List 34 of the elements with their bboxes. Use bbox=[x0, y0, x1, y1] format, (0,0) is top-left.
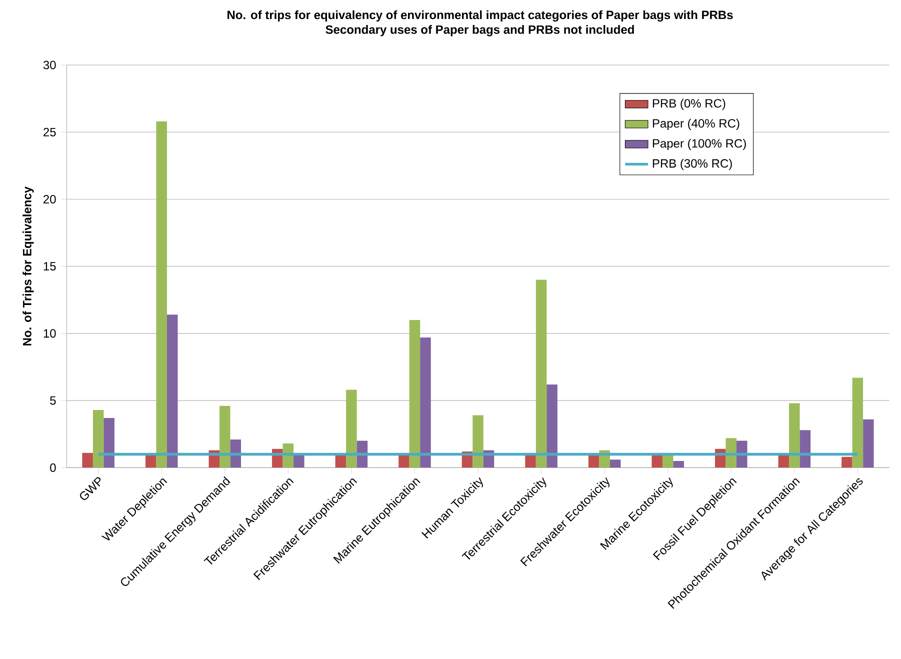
legend-label: PRB (30% RC) bbox=[652, 158, 732, 170]
bar bbox=[736, 440, 748, 468]
bar bbox=[420, 337, 431, 468]
bar bbox=[82, 452, 93, 468]
y-tick-label: 15 bbox=[44, 262, 56, 271]
y-axis-title: No. of Trips for Equivalency bbox=[22, 186, 34, 346]
y-tick-label: 5 bbox=[50, 396, 56, 405]
legend-label: PRB (0% RC) bbox=[652, 98, 726, 110]
chart-subtitle: Secondary uses of Paper bags and PRBs not included bbox=[326, 25, 634, 36]
bar bbox=[346, 390, 357, 468]
bar bbox=[546, 384, 558, 468]
bar bbox=[673, 460, 684, 468]
y-tick-label: 30 bbox=[43, 60, 56, 70]
bar bbox=[156, 121, 167, 468]
legend-label: Paper (100% RC) bbox=[652, 138, 746, 150]
bar bbox=[789, 403, 800, 468]
bar bbox=[800, 430, 811, 468]
bar bbox=[610, 460, 621, 468]
bar bbox=[166, 314, 178, 468]
bar bbox=[852, 378, 864, 468]
y-tick-label: 0 bbox=[50, 463, 56, 472]
y-tick-label: 20 bbox=[44, 194, 56, 204]
bar bbox=[220, 406, 230, 468]
bar bbox=[863, 419, 874, 468]
y-tick-label: 10 bbox=[44, 329, 56, 338]
bar bbox=[104, 418, 114, 468]
bar bbox=[842, 456, 852, 468]
chart-title: No. of trips for equivalency of environmental impact categories of Paper bags with PRBs bbox=[228, 10, 733, 22]
bar bbox=[472, 415, 484, 468]
y-tick-label: 25 bbox=[44, 128, 56, 136]
bar bbox=[536, 280, 547, 468]
legend-label: Paper (40% RC) bbox=[652, 118, 740, 130]
bar bbox=[409, 320, 420, 468]
bar bbox=[92, 410, 104, 468]
